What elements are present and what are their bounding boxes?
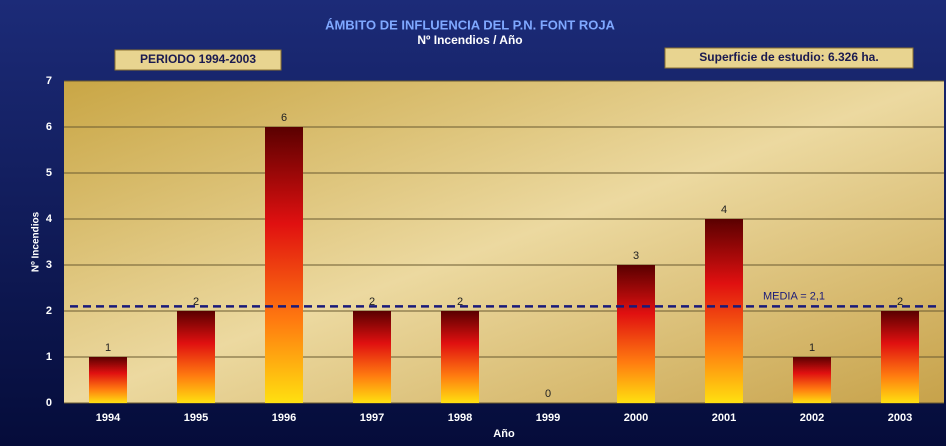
x-tick-label: 1997 — [360, 412, 384, 424]
bar — [793, 357, 831, 403]
value-label: 1 — [105, 342, 111, 354]
chart-title: ÁMBITO DE INFLUENCIA DEL P.N. FONT ROJA — [325, 17, 615, 32]
bar — [441, 311, 479, 403]
period-box — [114, 49, 282, 71]
x-tick-label: 1994 — [96, 412, 121, 424]
bar — [705, 219, 743, 403]
bar — [617, 265, 655, 403]
mean-label: MEDIA = 2,1 — [763, 290, 825, 302]
value-label: 3 — [633, 250, 639, 262]
area-label: Superficie de estudio: 6.326 ha. — [699, 50, 878, 64]
x-tick-label: 1998 — [448, 412, 472, 424]
value-label: 6 — [281, 112, 287, 124]
value-label: 1 — [809, 342, 815, 354]
area-box — [664, 47, 914, 69]
bar — [177, 311, 215, 403]
y-tick-label: 4 — [46, 213, 53, 225]
x-tick-label: 2001 — [712, 412, 736, 424]
value-label: 2 — [897, 296, 903, 308]
y-tick-label: 1 — [46, 351, 52, 363]
x-tick-label: 2003 — [888, 412, 912, 424]
bar — [89, 357, 127, 403]
value-label: 0 — [545, 388, 551, 400]
value-label: 2 — [369, 296, 375, 308]
value-label: 4 — [721, 204, 727, 216]
y-tick-label: 3 — [46, 259, 52, 271]
x-tick-label: 1996 — [272, 412, 296, 424]
x-tick-label: 2002 — [800, 412, 824, 424]
y-tick-label: 5 — [46, 167, 52, 179]
y-tick-label: 2 — [46, 305, 52, 317]
x-tick-label: 1999 — [536, 412, 560, 424]
y-tick-label: 6 — [46, 121, 52, 133]
bar — [881, 311, 919, 403]
x-tick-label: 2000 — [624, 412, 648, 424]
chart-subtitle: Nº Incendios / Año — [417, 33, 522, 47]
y-tick-label: 0 — [46, 397, 52, 409]
bar — [265, 127, 303, 403]
bar — [353, 311, 391, 403]
x-axis-label: Año — [493, 428, 515, 440]
x-tick-label: 1995 — [184, 412, 208, 424]
value-label: 2 — [457, 296, 463, 308]
y-axis-label: Nº Incendios — [31, 211, 42, 272]
value-label: 2 — [193, 296, 199, 308]
period-label: PERIODO 1994-2003 — [140, 52, 256, 66]
y-tick-label: 7 — [46, 75, 52, 87]
